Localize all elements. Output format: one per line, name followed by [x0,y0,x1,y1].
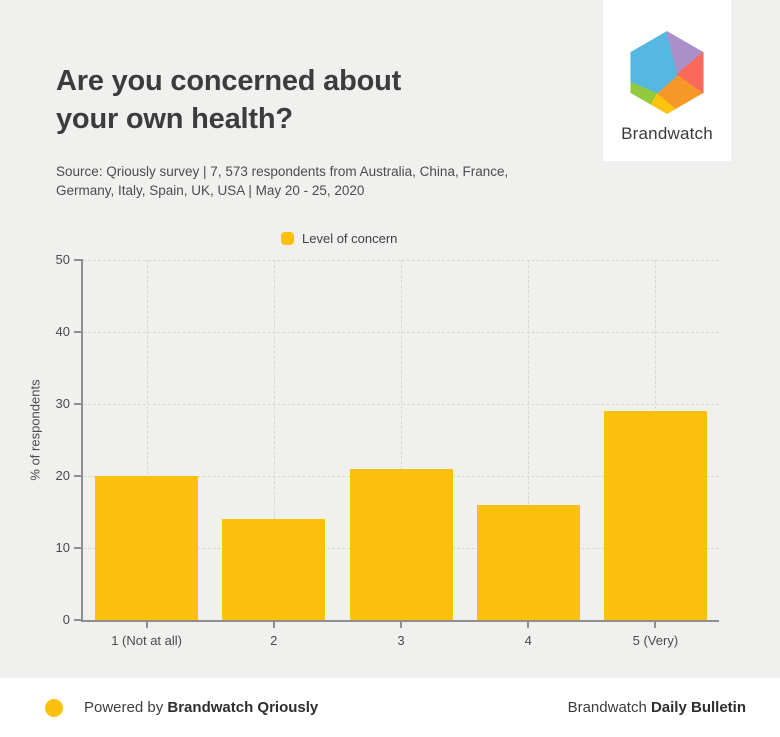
source-note: Source: Qriously survey | 7, 573 respond… [56,162,576,200]
brandwatch-hexagon-logo-icon [630,31,704,114]
footer-right-bold: Daily Bulletin [650,699,746,716]
logo-facet-green [630,81,658,105]
gridline-vertical [273,260,275,620]
footer-powered-by-prefix: Powered by [84,699,168,716]
x-axis-tick-label: 4 [524,633,532,648]
source-note-line1: Source: Qriously survey | 7, 573 respond… [56,164,509,179]
y-axis-tick [74,259,83,261]
x-axis-tick-label: 2 [270,633,278,648]
x-axis-tick [654,620,657,628]
x-axis-tick-label: 3 [397,633,405,648]
chart-legend: Level of concern [281,231,397,246]
footer-right-prefix: Brandwatch [567,699,651,716]
y-axis-tick-label: 0 [62,612,70,627]
footer-powered-by: Powered by Brandwatch Qriously [45,698,318,717]
page-title-line1: Are you concerned about [56,65,402,97]
gridline-horizontal [83,332,719,333]
footer-dot-icon [45,698,63,717]
gridline-vertical [528,260,530,620]
bar-3 [349,468,453,620]
y-axis-tick [74,475,83,477]
brandwatch-wordmark: Brandwatch [621,124,713,143]
bar-1 [95,476,199,620]
y-axis-tick [74,619,83,621]
page-title: Are you concerned about your own health? [56,62,576,138]
legend-label: Level of concern [302,231,398,246]
x-axis-tick [400,620,402,628]
logo-facet-red [676,50,704,95]
footer-powered-by-brand: Brandwatch Qriously [167,699,319,716]
bar-4 [476,504,580,620]
gridline-horizontal [83,404,719,405]
brandwatch-logo-card: Brandwatch [603,0,731,161]
legend-swatch-icon [281,232,294,245]
plot-area: 0 10 20 30 40 50 1 (Not at all) 2 3 4 5 (Very) [56,253,719,648]
y-axis-tick [74,403,83,405]
gridline-vertical [401,260,402,620]
gridline-vertical [146,260,148,620]
x-axis-tick [145,620,148,628]
x-axis-tick-label: 5 (Very) [632,633,679,648]
y-axis-tick-label: 10 [55,540,70,555]
source-note-line2: Germany, Italy, Spain, UK, USA | May 20 … [56,183,365,198]
x-axis-tick-label: 1 (Not at all) [111,633,182,648]
y-axis-tick-label: 50 [55,252,70,267]
page-title-line2: your own health? [56,103,293,135]
y-axis-tick-label: 20 [55,468,70,483]
footer-daily-bulletin: Brandwatch Daily Bulletin [568,699,746,716]
y-axis-tick-label: 40 [55,324,70,339]
bar-2 [222,519,326,620]
y-axis-tick-label: 30 [55,396,70,411]
y-axis-tick [74,331,83,333]
footer-powered-by-text: Powered by Brandwatch Qriously [84,699,318,716]
footer-bar: Powered by Brandwatch Qriously Brandwatc… [0,678,780,737]
gridline-horizontal [83,260,719,261]
x-axis-tick [527,620,530,628]
y-axis-tick [74,547,83,549]
x-axis-tick [272,620,275,628]
y-axis-title: % of respondents [27,379,43,481]
bar-5 [603,411,707,620]
